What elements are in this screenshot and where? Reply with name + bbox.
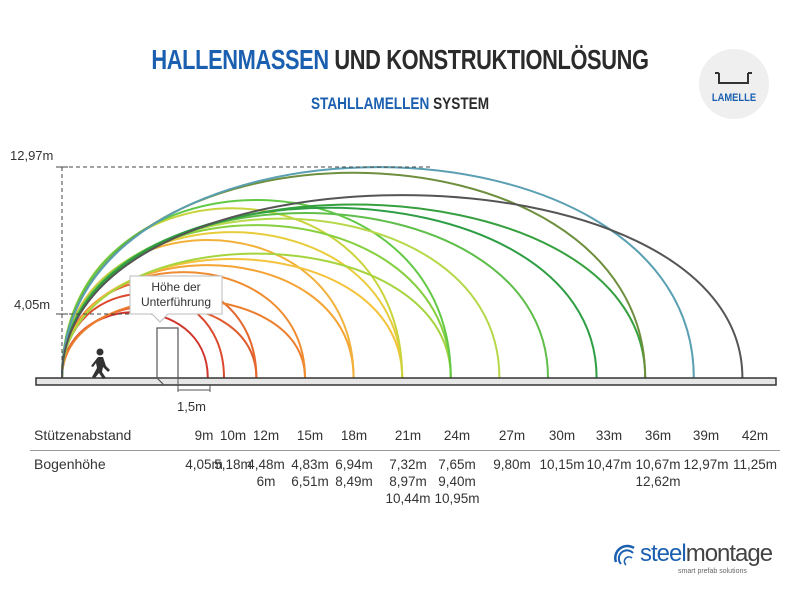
callout-line1: Höhe der bbox=[151, 280, 200, 294]
span-cell: 30m bbox=[548, 428, 576, 443]
span-cell: 27m bbox=[498, 428, 526, 443]
height-cell: 4,48m 6m bbox=[247, 457, 285, 489]
height-cell: 10,47m bbox=[586, 457, 632, 472]
title-rest: UND KONSTRUKTIONLÖSUNG bbox=[334, 44, 649, 75]
underpass-shadow-left bbox=[156, 377, 165, 386]
height-cell: 7,32m 8,97m 10,44m bbox=[385, 457, 431, 506]
span-cell: 15m bbox=[296, 428, 324, 443]
lamelle-badge: LAMELLE bbox=[699, 49, 769, 119]
logo-mark-icon bbox=[614, 544, 635, 566]
height-cell: 11,25m bbox=[732, 457, 778, 472]
badge-label: LAMELLE bbox=[711, 92, 757, 104]
arch-24m-13 bbox=[61, 198, 452, 379]
arches-group bbox=[61, 166, 744, 379]
arch-42m-20 bbox=[61, 194, 744, 379]
arch-diagram: 12,97m 4,05m 1,5m Höhe der Unterführung bbox=[10, 148, 777, 414]
logo-steel: steel bbox=[640, 540, 687, 567]
height-cell: 10,15m bbox=[539, 457, 585, 472]
title-accent: HALLENMASSEN bbox=[151, 44, 329, 75]
height-cell: 4,83m 6,51m bbox=[291, 457, 329, 489]
span-cell: 36m bbox=[644, 428, 672, 443]
span-cell: 39m bbox=[692, 428, 720, 443]
span-cell: 10m bbox=[219, 428, 247, 443]
height-cell: 7,65m 9,40m 10,95m bbox=[434, 457, 480, 506]
span-cell: 24m bbox=[443, 428, 471, 443]
table-divider bbox=[30, 450, 780, 451]
steelmontage-logo: steelmontage smart prefab solutions bbox=[612, 540, 773, 580]
person-icon bbox=[91, 348, 110, 379]
span-cell: 9m bbox=[194, 428, 214, 443]
subtitle-rest: SYSTEM bbox=[433, 94, 490, 113]
ground-bar bbox=[35, 377, 777, 386]
callout-line2: Unterführung bbox=[141, 295, 211, 309]
height-cell: 6,94m 8,49m bbox=[335, 457, 373, 489]
height-cell: 10,67m 12,62m bbox=[635, 457, 681, 489]
row-label-height: Bogenhöhe bbox=[34, 456, 106, 472]
max-height-label: 12,97m bbox=[10, 148, 53, 163]
lamelle-profile-icon bbox=[715, 72, 752, 84]
span-cell: 21m bbox=[394, 428, 422, 443]
page-subtitle: STAHLLAMELLEN SYSTEM bbox=[80, 94, 720, 114]
height-cell: 5,18m bbox=[214, 457, 252, 472]
span-cell: 33m bbox=[595, 428, 623, 443]
arch-24m-11 bbox=[61, 252, 452, 379]
height-cell: 9,80m bbox=[493, 457, 531, 472]
underpass-callout: Höhe der Unterführung bbox=[129, 275, 223, 323]
underpass-box bbox=[156, 327, 179, 379]
page-title: HALLENMASSEN UND KONSTRUKTIONLÖSUNG bbox=[88, 44, 712, 76]
subtitle-accent: STAHLLAMELLEN bbox=[310, 94, 430, 113]
logo-montage: montage bbox=[685, 540, 773, 567]
height-cell: 4,05m bbox=[185, 457, 223, 472]
span-cell: 18m bbox=[340, 428, 368, 443]
min-height-label: 4,05m bbox=[14, 297, 50, 312]
span-cell: 12m bbox=[252, 428, 280, 443]
row-label-span: Stützenabstand bbox=[34, 427, 132, 443]
arch-9m-0 bbox=[61, 311, 209, 379]
span-cell: 42m bbox=[741, 428, 769, 443]
height-cell: 12,97m bbox=[683, 457, 729, 472]
clearance-label: 1,5m bbox=[177, 399, 206, 414]
logo-tagline: smart prefab solutions bbox=[678, 568, 747, 575]
